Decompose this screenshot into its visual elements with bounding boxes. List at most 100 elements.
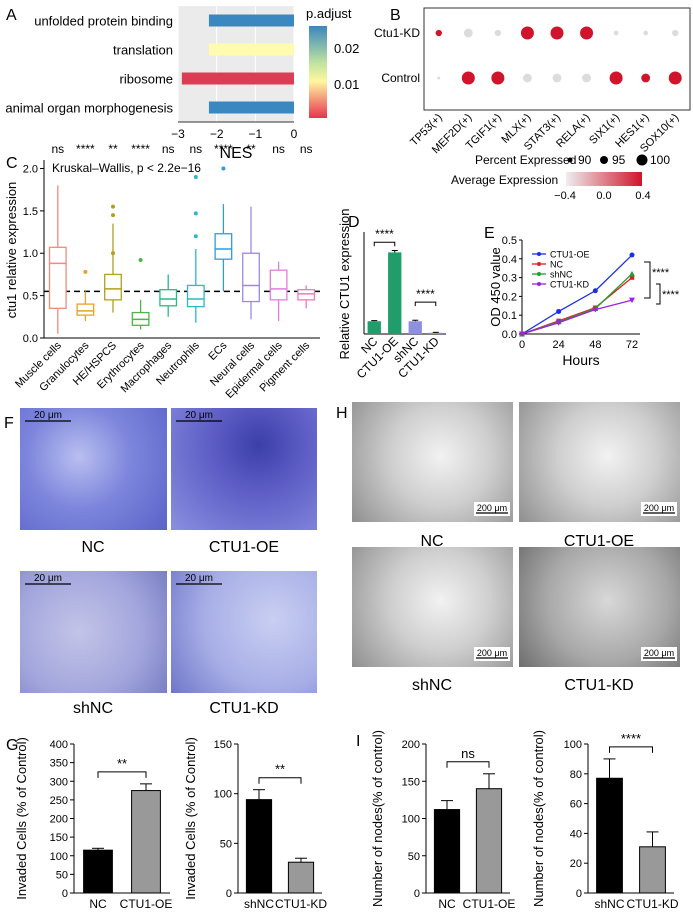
outlier-point	[83, 269, 88, 274]
y-tick-label: 100	[50, 851, 68, 863]
significance-label: ns	[272, 142, 285, 156]
invasion-image-ctu1-oe	[171, 408, 317, 530]
y-axis-title: Relative CTU1 expression	[337, 208, 352, 359]
row-label: Ctu1-KD	[374, 26, 420, 40]
significance-label: ****	[76, 142, 95, 156]
box	[104, 273, 122, 301]
outlier-point	[193, 211, 198, 216]
expression-colorbar	[566, 172, 642, 186]
outlier-point	[221, 166, 226, 171]
significance-label: **	[275, 762, 285, 777]
outlier-point	[138, 258, 143, 263]
category-label: NC	[89, 897, 107, 911]
scale-label: 20 μm	[185, 573, 213, 584]
image-label: CTU1-KD	[209, 700, 278, 717]
invasion-bar	[83, 849, 113, 894]
category-label: CTU1-KD	[275, 897, 327, 911]
expression-dot	[552, 73, 562, 83]
legend-label: shNC	[550, 270, 573, 280]
y-tick-label: 350	[50, 758, 68, 770]
scale-label: 20 μm	[185, 410, 213, 421]
expression-dot	[523, 73, 532, 83]
legend-label: NC	[550, 260, 563, 270]
significance-label: ns	[51, 142, 64, 156]
scale-label: 200 μm	[644, 648, 674, 658]
data-point	[629, 275, 635, 280]
panel-letter-i: I	[356, 733, 360, 750]
expression-dot	[580, 26, 594, 40]
y-tick-label: 1.0	[23, 248, 38, 260]
invasion-bar	[245, 799, 273, 894]
y-axis-title: ctu1 relative expression	[4, 182, 19, 319]
y-tick-label: 0.0	[502, 329, 517, 341]
size-legend-dot	[600, 156, 608, 164]
panel-letter-g: G	[6, 737, 18, 754]
x-tick-label: −3	[171, 127, 185, 141]
y-tick-label: 150	[214, 739, 232, 751]
significance-label: ns	[189, 142, 202, 156]
plot-frame	[423, 7, 691, 111]
scale-label: 200 μm	[477, 648, 507, 658]
significance-label: ****	[621, 731, 641, 746]
x-tick-label: 72	[626, 339, 638, 351]
box	[297, 289, 316, 301]
size-legend-label: 95	[612, 153, 626, 167]
significance-bracket	[373, 241, 396, 247]
expression-dot	[437, 76, 441, 80]
invasion-bar	[287, 861, 315, 894]
x-axis-title: Hours	[562, 352, 599, 368]
nes-bar	[181, 72, 294, 85]
expression-bar	[429, 332, 443, 334]
significance-label: **	[108, 142, 118, 156]
y-tick-label: 40	[570, 828, 582, 840]
y-tick-label: 20	[570, 858, 582, 870]
category-label: CTU1-OE	[463, 897, 516, 911]
expression-dot	[613, 30, 619, 36]
y-tick-label: 0.1	[502, 310, 517, 322]
category-label: NC	[438, 897, 456, 911]
y-tick-label: 50	[408, 851, 420, 863]
y-tick-label: 150	[402, 776, 420, 788]
legend-label: CTU1-OE	[550, 250, 590, 260]
color-legend-tick: 0.4	[635, 190, 650, 202]
image-label: CTU1-KD	[564, 677, 633, 694]
panel-letter-a: A	[6, 7, 17, 24]
scale-label: 200 μm	[477, 503, 507, 513]
y-tick-label: 0	[226, 888, 232, 900]
significance-label: **	[117, 756, 127, 771]
panel-letter-h: H	[336, 405, 348, 422]
x-tick-label: −2	[210, 127, 224, 141]
y-tick-label: 0.0	[23, 333, 38, 345]
padj-colorbar	[309, 26, 327, 118]
expression-dot	[550, 26, 564, 40]
panel-letter-b: B	[390, 7, 401, 24]
category-label: ribosome	[120, 72, 173, 87]
outlier-point	[111, 251, 115, 256]
data-point	[519, 331, 525, 337]
image-label: shNC	[412, 677, 452, 694]
size-legend-title: Percent Expressed	[475, 153, 576, 167]
x-tick-label: 0	[291, 127, 298, 141]
expression-dot	[643, 30, 649, 36]
box	[159, 289, 178, 307]
significance-label: ****	[375, 227, 394, 241]
y-tick-label: 100	[564, 739, 582, 751]
significance-label: ns	[461, 746, 475, 761]
data-point	[592, 288, 598, 294]
size-legend-label: 100	[650, 153, 670, 167]
test-annotation: Kruskal–Wallis, p < 2.2e−16	[52, 161, 201, 175]
y-tick-label: 100	[402, 814, 420, 826]
y-axis-title: OD 450 value	[488, 247, 503, 327]
y-tick-label: 400	[50, 739, 68, 751]
image-label: NC	[420, 533, 443, 550]
category-label: shNC	[244, 897, 274, 911]
nes-bar	[208, 43, 294, 56]
significance-label: ****	[662, 289, 680, 301]
significance-bracket	[97, 771, 147, 778]
image-label: shNC	[73, 700, 113, 717]
y-tick-label: 0.3	[502, 273, 517, 285]
expression-dot	[491, 71, 505, 85]
outlier-point	[193, 234, 198, 239]
x-tick-label: 0	[519, 339, 525, 351]
